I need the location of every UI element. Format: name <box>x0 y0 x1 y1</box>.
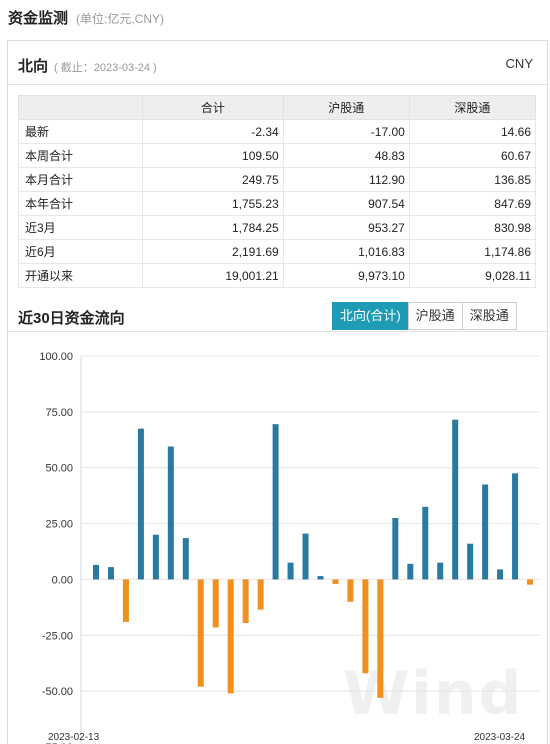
column-header-sz: 深股通 <box>409 96 535 120</box>
row-label: 本年合计 <box>19 192 143 216</box>
as-of-date: ( 截止：2023-03-24 ) <box>54 59 157 75</box>
panel-title: 北向 <box>18 55 48 76</box>
cell-total: 1,755.23 <box>143 192 284 216</box>
cell-sz: 136.85 <box>409 168 535 192</box>
bar <box>467 544 473 580</box>
x-end-label: 2023-03-24 <box>474 732 526 743</box>
bar <box>258 579 264 609</box>
bar <box>347 579 353 601</box>
unit-label: (单位:亿元,CNY) <box>76 10 164 27</box>
chart-section-title: 近30日资金流向 <box>18 307 125 328</box>
cell-sh: 112.90 <box>283 168 409 192</box>
cell-sh: 9,973.10 <box>283 264 409 288</box>
bar <box>93 565 99 580</box>
tab-northbound-total[interactable]: 北向(合计) <box>332 302 409 330</box>
bar <box>153 535 159 580</box>
cell-total: -2.34 <box>143 120 284 144</box>
row-label: 最新 <box>19 120 143 144</box>
bar <box>527 579 533 584</box>
chart-tabs: 北向(合计) 沪股通 深股通 <box>333 302 517 330</box>
northbound-panel: 北向 ( 截止：2023-03-24 ) CNY 合计 沪股通 深股通 最新 -… <box>7 40 548 744</box>
table-row: 近3月 1,784.25 953.27 830.98 <box>19 216 536 240</box>
cell-sz: 60.67 <box>409 144 535 168</box>
table-row: 开通以来 19,001.21 9,973.10 9,028.11 <box>19 264 536 288</box>
bar <box>377 579 383 697</box>
table-row: 最新 -2.34 -17.00 14.66 <box>19 120 536 144</box>
bar <box>407 564 413 580</box>
column-header-total: 合计 <box>143 96 284 120</box>
table-row: 本周合计 109.50 48.83 60.67 <box>19 144 536 168</box>
bar <box>497 569 503 579</box>
cell-total: 2,191.69 <box>143 240 284 264</box>
page-title: 资金监测 <box>8 7 68 28</box>
bar <box>288 563 294 580</box>
y-tick-label: 100.00 <box>39 351 73 363</box>
cell-sz: 830.98 <box>409 216 535 240</box>
cell-sh: 953.27 <box>283 216 409 240</box>
x-start-label: 2023-02-13 <box>48 732 100 743</box>
bar <box>452 420 458 580</box>
fund-flow-chart: Wind 100.00 75.00 50.00 25.00 0.00 -25.00 -50.… <box>8 331 547 744</box>
y-tick-label: -50.00 <box>42 686 73 698</box>
bar <box>362 579 368 673</box>
row-label: 本周合计 <box>19 144 143 168</box>
table-row: 本月合计 249.75 112.90 136.85 <box>19 168 536 192</box>
bar <box>303 534 309 580</box>
y-tick-label: 50.00 <box>45 463 73 475</box>
bar <box>198 579 204 686</box>
row-label: 近3月 <box>19 216 143 240</box>
bar <box>183 538 189 579</box>
bar <box>332 579 338 583</box>
tab-shenzhen-connect[interactable]: 深股通 <box>462 302 517 330</box>
cell-sh: 1,016.83 <box>283 240 409 264</box>
cell-total: 1,784.25 <box>143 216 284 240</box>
bar <box>392 518 398 579</box>
column-header <box>19 96 143 120</box>
bar <box>168 446 174 579</box>
summary-table: 合计 沪股通 深股通 最新 -2.34 -17.00 14.66 本周合计 10… <box>18 95 536 288</box>
cell-total: 249.75 <box>143 168 284 192</box>
bar <box>437 563 443 580</box>
bar <box>318 576 324 579</box>
currency-label: CNY <box>506 56 533 71</box>
y-tick-label: 0.00 <box>52 574 73 586</box>
row-label: 本月合计 <box>19 168 143 192</box>
bar <box>512 473 518 579</box>
bar <box>422 507 428 580</box>
bar <box>273 424 279 579</box>
cell-sz: 1,174.86 <box>409 240 535 264</box>
bar <box>228 579 234 693</box>
y-tick-label: 75.00 <box>45 407 73 419</box>
bar <box>213 579 219 627</box>
table-row: 近6月 2,191.69 1,016.83 1,174.86 <box>19 240 536 264</box>
cell-sz: 847.69 <box>409 192 535 216</box>
row-label: 近6月 <box>19 240 143 264</box>
cell-total: 19,001.21 <box>143 264 284 288</box>
bar-chart-svg: 100.0075.0050.0025.000.00-25.00-50.00-75… <box>8 332 547 744</box>
cell-sz: 9,028.11 <box>409 264 535 288</box>
row-label: 开通以来 <box>19 264 143 288</box>
cell-total: 109.50 <box>143 144 284 168</box>
cell-sh: 907.54 <box>283 192 409 216</box>
table-header-row: 合计 沪股通 深股通 <box>19 96 536 120</box>
bar <box>482 484 488 579</box>
cell-sz: 14.66 <box>409 120 535 144</box>
y-tick-label: -25.00 <box>42 630 73 642</box>
bar <box>138 429 144 580</box>
bar <box>243 579 249 623</box>
bar <box>108 567 114 579</box>
cell-sh: -17.00 <box>283 120 409 144</box>
cell-sh: 48.83 <box>283 144 409 168</box>
column-header-sh: 沪股通 <box>283 96 409 120</box>
y-tick-label: 25.00 <box>45 519 73 531</box>
panel-header: 北向 ( 截止：2023-03-24 ) CNY <box>8 41 547 85</box>
tab-shanghai-connect[interactable]: 沪股通 <box>408 302 463 330</box>
bar <box>123 579 129 621</box>
top-header: 资金监测 (单位:亿元,CNY) <box>0 0 550 36</box>
table-row: 本年合计 1,755.23 907.54 847.69 <box>19 192 536 216</box>
